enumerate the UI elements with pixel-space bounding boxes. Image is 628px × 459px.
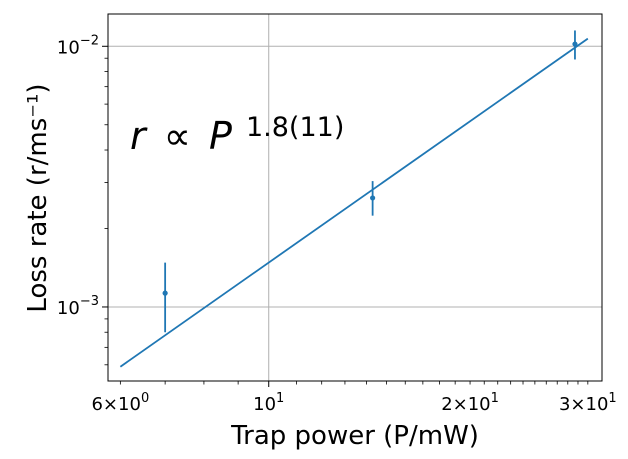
y-axis-label: Loss rate (r/ms⁻¹) <box>23 83 53 312</box>
x-tick-base: 10 <box>118 394 141 415</box>
fit-line <box>119 37 589 368</box>
data-points-group <box>162 30 578 333</box>
annotation-relation: ∝ <box>164 114 191 158</box>
x-tick-exponent: 0 <box>141 391 149 406</box>
y-axis-ticks: 10−310−2 <box>57 33 108 366</box>
annotation-exponent: 1.8(11) <box>246 112 344 143</box>
x-tick-label: 101 <box>253 391 284 415</box>
x-tick-exponent: 1 <box>276 391 284 406</box>
annotation-variable: P <box>209 114 232 158</box>
x-tick-label: 3×101 <box>559 391 617 415</box>
fit-annotation: r ∝ P 1.8(11) <box>130 112 344 158</box>
y-tick-label: 10−3 <box>57 294 99 319</box>
y-tick-base: 10 <box>57 37 80 58</box>
x-tick-label: 6×100 <box>91 391 149 415</box>
x-tick-mantissa: 6× <box>91 394 118 415</box>
y-tick-exponent: −2 <box>80 33 99 48</box>
x-tick-base: 10 <box>586 394 609 415</box>
x-axis-ticks: 6×100 101 2×101 3×101 <box>91 381 617 415</box>
y-tick-base: 10 <box>57 298 80 319</box>
y-tick-label: 10−2 <box>57 33 99 58</box>
x-tick-mantissa: 3× <box>559 394 586 415</box>
x-tick-mantissa: 2× <box>441 394 468 415</box>
data-point <box>572 41 578 47</box>
x-tick-base: 10 <box>468 394 491 415</box>
data-point <box>370 195 376 201</box>
fit-line-group <box>119 37 589 368</box>
x-axis-label: Trap power (P/mW) <box>230 421 479 451</box>
data-point <box>162 290 168 296</box>
x-tick-label: 2×101 <box>441 391 499 415</box>
x-tick-exponent: 1 <box>491 391 499 406</box>
x-tick-exponent: 1 <box>608 391 616 406</box>
annotation-symbol: r <box>130 114 148 158</box>
grid-lines <box>108 14 602 381</box>
y-tick-exponent: −3 <box>80 294 99 309</box>
x-tick-base: 10 <box>253 394 276 415</box>
plot-frame <box>107 13 603 382</box>
